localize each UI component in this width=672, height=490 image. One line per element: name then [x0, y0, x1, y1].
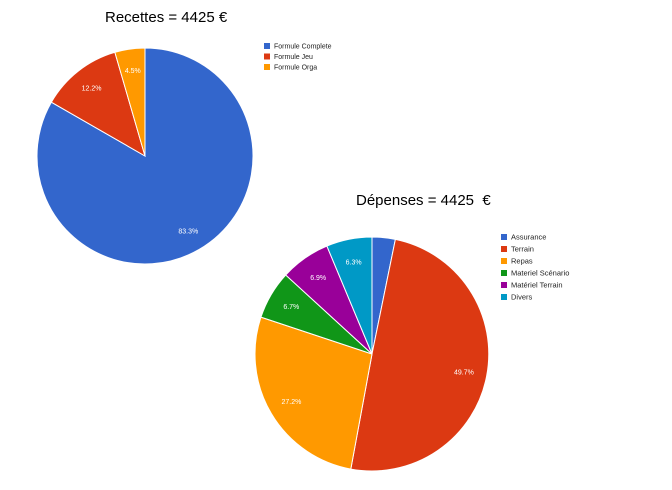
legend-label: Formule Jeu [274, 54, 313, 61]
legend-swatch [264, 53, 270, 60]
legend-swatch [264, 43, 270, 49]
legend-label: Repas [511, 257, 533, 266]
slice-value-label: 83.3% [178, 228, 198, 235]
legend-swatch [501, 294, 507, 300]
legend-1: Assurance Terrain Repas Materiel Scénario Ma… [501, 233, 569, 302]
legend-label: Terrain [511, 245, 534, 254]
slice-value-label: 6.3% [346, 260, 362, 267]
slice-value-label: 6.7% [283, 304, 299, 311]
slice-value-label: 12.2% [82, 86, 102, 93]
legend-swatch [501, 246, 507, 252]
pie-slice [50, 51, 146, 158]
pie-slice [350, 238, 490, 472]
depenses-title: Dépenses = 4425 € [356, 192, 491, 209]
legend-label: Divers [511, 293, 533, 302]
legend-0: Formule Complete Formule Jeu Formule Orga [264, 43, 332, 72]
recettes-title: Recettes = 4425 € [105, 9, 228, 26]
legend-label: Formule Orga [274, 65, 317, 72]
legend-swatch [501, 234, 507, 240]
legend-swatch [501, 282, 507, 288]
legend-label: Assurance [511, 233, 546, 242]
slice-value-label: 49.7% [454, 369, 474, 376]
pie-slice [254, 316, 373, 470]
pie-slice [326, 236, 373, 355]
pie-chart-1: 49.7% 27.2% 6.7% 6.9% 6.3% [254, 236, 490, 472]
legend-label: Materiel Scénario [511, 269, 569, 278]
legend-swatch [501, 270, 507, 276]
legend-label: Formule Complete [274, 44, 332, 51]
slice-value-label: 27.2% [281, 399, 301, 406]
slice-value-label: 6.9% [310, 275, 326, 282]
slice-value-label: 4.5% [125, 68, 141, 75]
pie-chart-0: 83.3% 12.2% 4.5% [36, 47, 254, 265]
legend-swatch [264, 64, 270, 70]
pie-slice [114, 47, 146, 157]
legend-swatch [501, 258, 507, 264]
legend-label: Matériel Terrain [511, 281, 563, 290]
